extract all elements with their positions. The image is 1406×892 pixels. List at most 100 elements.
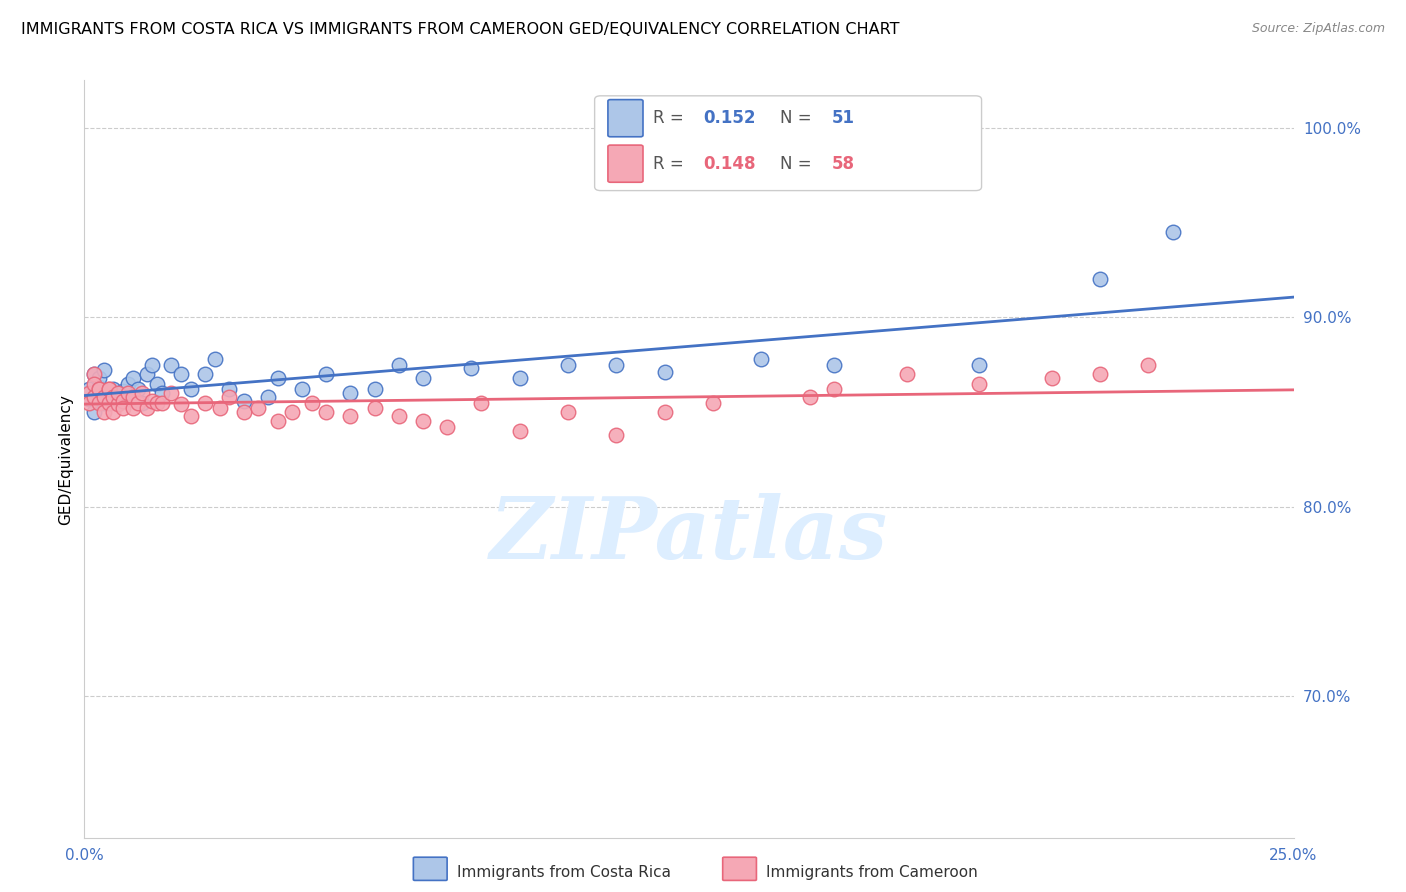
Point xyxy=(127,382,149,396)
Point xyxy=(1088,272,1111,286)
Point xyxy=(654,365,676,379)
Point xyxy=(160,386,183,401)
Point xyxy=(654,405,676,419)
Text: Immigrants from Cameroon: Immigrants from Cameroon xyxy=(766,865,979,880)
Text: R =: R = xyxy=(652,154,689,173)
Point xyxy=(141,358,163,372)
Point xyxy=(896,367,918,381)
Point xyxy=(87,380,110,394)
Point xyxy=(315,405,337,419)
Point xyxy=(267,414,290,428)
Point xyxy=(112,393,135,408)
Point xyxy=(93,395,115,409)
Point xyxy=(87,395,110,409)
Text: Source: ZipAtlas.com: Source: ZipAtlas.com xyxy=(1251,22,1385,36)
Text: ZIPatlas: ZIPatlas xyxy=(489,493,889,577)
Point xyxy=(180,382,202,396)
Point xyxy=(257,390,280,404)
Point xyxy=(77,386,100,401)
Point xyxy=(823,382,845,396)
Point xyxy=(131,386,153,401)
Point xyxy=(1088,367,1111,381)
FancyBboxPatch shape xyxy=(607,100,643,136)
Point xyxy=(112,401,135,416)
Text: 0.148: 0.148 xyxy=(703,154,756,173)
Point xyxy=(204,351,226,366)
Point xyxy=(301,395,323,409)
Text: R =: R = xyxy=(652,109,689,128)
Text: N =: N = xyxy=(780,154,817,173)
Point xyxy=(170,397,193,411)
Point xyxy=(1161,225,1184,239)
Point xyxy=(103,390,125,404)
Point xyxy=(103,382,125,396)
Point xyxy=(388,358,411,372)
Point xyxy=(470,395,492,409)
Point xyxy=(97,386,120,401)
Point xyxy=(97,382,120,396)
Point xyxy=(131,395,153,409)
Point xyxy=(233,393,256,408)
Point xyxy=(460,361,482,376)
Point xyxy=(557,405,579,419)
Point xyxy=(967,376,990,391)
Point xyxy=(77,392,100,406)
FancyBboxPatch shape xyxy=(595,95,981,191)
Point xyxy=(83,367,105,381)
Point xyxy=(180,409,202,423)
Point xyxy=(83,405,105,419)
Point xyxy=(103,390,125,404)
Text: N =: N = xyxy=(780,109,817,128)
Point xyxy=(83,390,105,404)
Point xyxy=(751,351,773,366)
Point xyxy=(93,363,115,377)
Point xyxy=(339,386,361,401)
Point xyxy=(141,393,163,408)
Point xyxy=(117,376,139,391)
Point xyxy=(509,424,531,438)
Point xyxy=(823,358,845,372)
Text: IMMIGRANTS FROM COSTA RICA VS IMMIGRANTS FROM CAMEROON GED/EQUIVALENCY CORRELATI: IMMIGRANTS FROM COSTA RICA VS IMMIGRANTS… xyxy=(21,22,900,37)
Point xyxy=(107,392,129,406)
Point xyxy=(97,382,120,396)
Point xyxy=(363,382,385,396)
Point xyxy=(112,384,135,398)
Point xyxy=(218,382,240,396)
Point xyxy=(146,376,169,391)
Point xyxy=(127,395,149,409)
Point xyxy=(87,382,110,396)
Point xyxy=(967,358,990,372)
Point xyxy=(107,395,129,409)
Point xyxy=(107,397,129,411)
Point xyxy=(77,382,100,396)
Point xyxy=(93,390,115,404)
Point xyxy=(363,401,385,416)
Y-axis label: GED/Equivalency: GED/Equivalency xyxy=(58,394,73,524)
Point xyxy=(291,382,314,396)
Point xyxy=(388,409,411,423)
Point xyxy=(247,401,270,416)
Point xyxy=(170,367,193,381)
Point xyxy=(267,371,290,385)
Point xyxy=(412,371,434,385)
Point xyxy=(194,367,217,381)
Point xyxy=(160,358,183,372)
Point xyxy=(117,386,139,401)
Point xyxy=(136,401,159,416)
Point xyxy=(509,371,531,385)
Point xyxy=(702,395,724,409)
Point xyxy=(83,390,105,404)
Point xyxy=(87,382,110,396)
Point xyxy=(315,367,337,381)
Point xyxy=(412,414,434,428)
Point xyxy=(218,390,240,404)
Point xyxy=(121,371,143,385)
Point xyxy=(281,405,304,419)
Point xyxy=(605,427,627,442)
Text: Immigrants from Costa Rica: Immigrants from Costa Rica xyxy=(457,865,671,880)
Point xyxy=(83,376,105,391)
Point xyxy=(97,395,120,409)
Point xyxy=(121,401,143,416)
Point xyxy=(121,390,143,404)
Point xyxy=(799,390,821,404)
